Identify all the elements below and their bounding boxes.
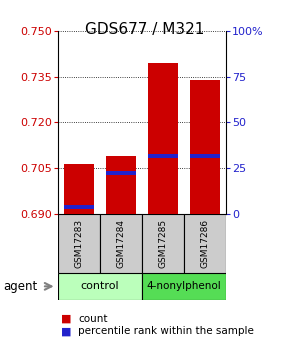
- Bar: [148, 154, 178, 158]
- Text: GSM17284: GSM17284: [117, 219, 126, 268]
- Text: ■: ■: [61, 314, 71, 324]
- Bar: [184, 214, 226, 273]
- Text: GDS677 / M321: GDS677 / M321: [85, 22, 205, 37]
- Bar: [142, 214, 184, 273]
- Text: 4-nonylphenol: 4-nonylphenol: [147, 282, 222, 291]
- Text: GSM17285: GSM17285: [159, 219, 168, 268]
- Bar: [148, 63, 178, 214]
- Text: count: count: [78, 314, 108, 324]
- Bar: [106, 171, 136, 175]
- Text: GSM17286: GSM17286: [201, 219, 210, 268]
- Text: agent: agent: [3, 280, 37, 293]
- Text: control: control: [81, 282, 119, 291]
- Text: percentile rank within the sample: percentile rank within the sample: [78, 326, 254, 336]
- Bar: [64, 164, 94, 214]
- Bar: [191, 154, 220, 158]
- Bar: [58, 273, 142, 300]
- Bar: [100, 214, 142, 273]
- Bar: [106, 156, 136, 214]
- Bar: [64, 205, 94, 209]
- Text: ■: ■: [61, 326, 71, 336]
- Bar: [58, 214, 100, 273]
- Text: GSM17283: GSM17283: [75, 219, 84, 268]
- Bar: [191, 80, 220, 214]
- Bar: [142, 273, 226, 300]
